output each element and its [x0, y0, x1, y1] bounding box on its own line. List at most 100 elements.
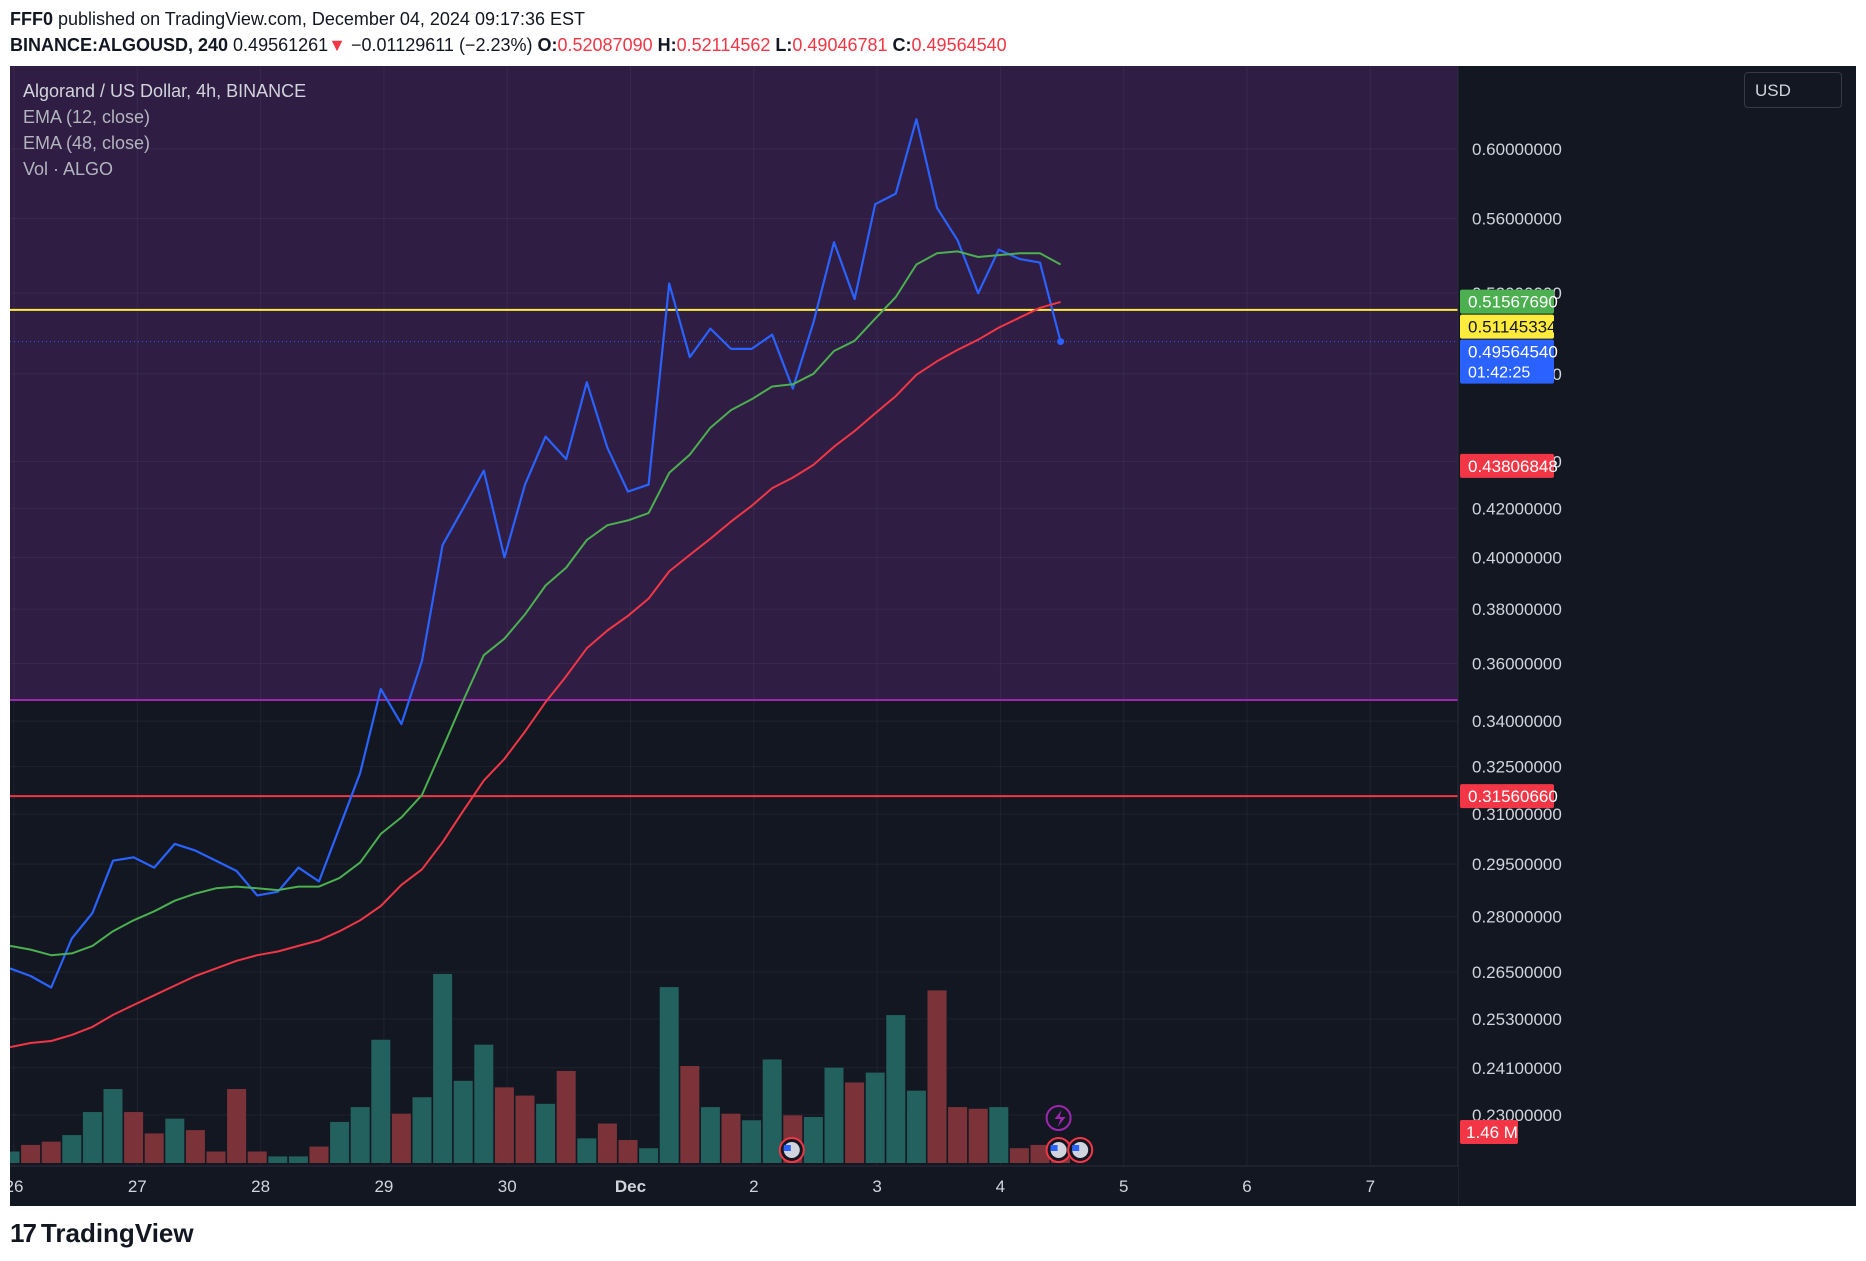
volume-bar	[865, 1072, 885, 1163]
highlight-zone	[10, 66, 1458, 701]
ema48-line	[10, 300, 1061, 1049]
time-tick-label: 4	[996, 1177, 1005, 1196]
price-label-text: 0.51567690	[1468, 293, 1558, 312]
low-label: L:	[775, 35, 793, 55]
volume-bar	[82, 1112, 102, 1163]
volume-bar	[41, 1141, 61, 1163]
volume-bar	[247, 1151, 267, 1163]
price-tick-label: 0.60000000	[1472, 140, 1562, 159]
volume-bar	[886, 1015, 906, 1163]
last-price-dot	[1057, 338, 1065, 346]
price-line	[10, 118, 1062, 989]
volume-bar	[824, 1067, 844, 1163]
chart-legend: Algorand / US Dollar, 4h, BINANCE EMA (1…	[23, 78, 306, 182]
volume-bar	[433, 973, 453, 1163]
flag-canton	[783, 1145, 791, 1151]
currency-button[interactable]: USD	[1744, 72, 1842, 108]
price-label-tag: 0.31560660	[1460, 784, 1558, 809]
price-tick-label: 0.34000000	[1472, 712, 1562, 731]
symbol-label: BINANCE:ALGOUSD, 240	[10, 35, 229, 55]
volume-bar	[10, 1151, 20, 1163]
price-label-tag: 0.51145334	[1460, 314, 1557, 339]
time-tick-label: 6	[1242, 1177, 1251, 1196]
volume-bar	[1030, 1144, 1050, 1163]
price-tick-label: 0.28000000	[1472, 908, 1562, 927]
symbol-line: BINANCE:ALGOUSD, 240 0.49561261▼ −0.0112…	[10, 32, 1850, 58]
price-tick-label: 0.32500000	[1472, 758, 1562, 777]
price-tick-label: 0.25300000	[1472, 1010, 1562, 1029]
volume-bar	[1009, 1148, 1029, 1163]
price-axis	[1458, 66, 1856, 1206]
author-name[interactable]: FFF0	[10, 9, 53, 29]
volume-label-tag: 1.46 M	[1460, 1120, 1518, 1144]
volume-bar	[309, 1146, 329, 1163]
price-label-tag: 0.51567690	[1460, 289, 1558, 314]
volume-bar	[165, 1118, 185, 1163]
price-label-text: 0.31560660	[1468, 787, 1558, 806]
price-tick-label: 0.40000000	[1472, 548, 1562, 567]
close-label: C:	[892, 35, 912, 55]
volume-bar	[21, 1144, 41, 1163]
us-flag-icon	[778, 1137, 805, 1163]
high-value: 0.52114562	[676, 35, 771, 55]
price-chart[interactable]: 0.600000000.560000000.520000000.48000000…	[10, 66, 1856, 1206]
tradingview-logo[interactable]: 17 TradingView	[10, 1218, 194, 1249]
price-label-tag: 0.43806848	[1460, 453, 1558, 478]
volume-bar	[948, 1107, 968, 1163]
volume-bar	[227, 1089, 247, 1163]
time-axis	[10, 1166, 1458, 1206]
volume-bar	[700, 1107, 720, 1163]
price-tick-label: 0.31000000	[1472, 805, 1562, 824]
volume-bar	[268, 1156, 288, 1163]
ema12-line	[10, 250, 1062, 957]
open-label: O:	[537, 35, 558, 55]
close-value: 0.49564540	[911, 35, 1007, 55]
price-label-tag: 0.49564540 01:42:25	[1460, 339, 1558, 384]
time-tick-label: 5	[1119, 1177, 1128, 1196]
legend-ema12[interactable]: EMA (12, close)	[23, 107, 151, 127]
publish-header: FFF0 published on TradingView.com, Decem…	[10, 6, 1850, 58]
legend-ema48[interactable]: EMA (48, close)	[23, 133, 151, 153]
price-label-text: 0.43806848	[1468, 457, 1558, 476]
legend-volume[interactable]: Vol · ALGO	[23, 159, 114, 179]
flag-canton	[1050, 1145, 1058, 1151]
publish-line: FFF0 published on TradingView.com, Decem…	[10, 6, 1850, 32]
price-label-text: 0.49564540	[1468, 343, 1558, 362]
volume-bar	[989, 1107, 1009, 1163]
volume-bar	[597, 1123, 617, 1163]
volume-bar	[803, 1116, 823, 1163]
time-tick-label: 30	[498, 1177, 517, 1196]
time-tick-label: 26	[10, 1177, 23, 1196]
down-arrow-icon: ▼	[328, 35, 346, 55]
volume-bar	[144, 1133, 164, 1163]
high-label: H:	[657, 35, 677, 55]
price-label-text: 0.51145334	[1468, 318, 1557, 337]
volume-bar	[412, 1097, 432, 1163]
time-tick-label: 7	[1366, 1177, 1375, 1196]
publish-info: published on TradingView.com, December 0…	[58, 9, 586, 29]
volume-bar	[927, 990, 947, 1163]
volume-bar	[762, 1059, 782, 1163]
volume-bar	[62, 1135, 82, 1163]
price-label-bg	[1460, 314, 1554, 339]
volume-bar	[556, 1070, 576, 1163]
volume-bar	[845, 1082, 865, 1163]
time-tick-label: 27	[128, 1177, 147, 1196]
volume-bar	[659, 987, 679, 1163]
legend-title[interactable]: Algorand / US Dollar, 4h, BINANCE	[23, 81, 307, 101]
time-tick-label: Dec	[615, 1177, 646, 1196]
volume-bar	[350, 1107, 370, 1163]
chart-frame[interactable]: 0.600000000.560000000.520000000.48000000…	[10, 66, 1856, 1206]
tradingview-mark-icon: 17	[10, 1218, 37, 1248]
price-tick-label: 0.36000000	[1472, 655, 1562, 674]
price-tick-label: 0.42000000	[1472, 499, 1562, 518]
volume-bar	[639, 1148, 659, 1163]
volume-bar	[515, 1095, 535, 1163]
price-tick-label: 0.24100000	[1472, 1059, 1562, 1078]
price-label-bg	[1460, 784, 1554, 809]
low-value: 0.49046781	[792, 35, 888, 55]
volume-bar	[391, 1113, 411, 1163]
flag-canton	[1072, 1145, 1080, 1151]
price-label-bg	[1460, 339, 1554, 384]
volume-bar	[721, 1113, 741, 1163]
